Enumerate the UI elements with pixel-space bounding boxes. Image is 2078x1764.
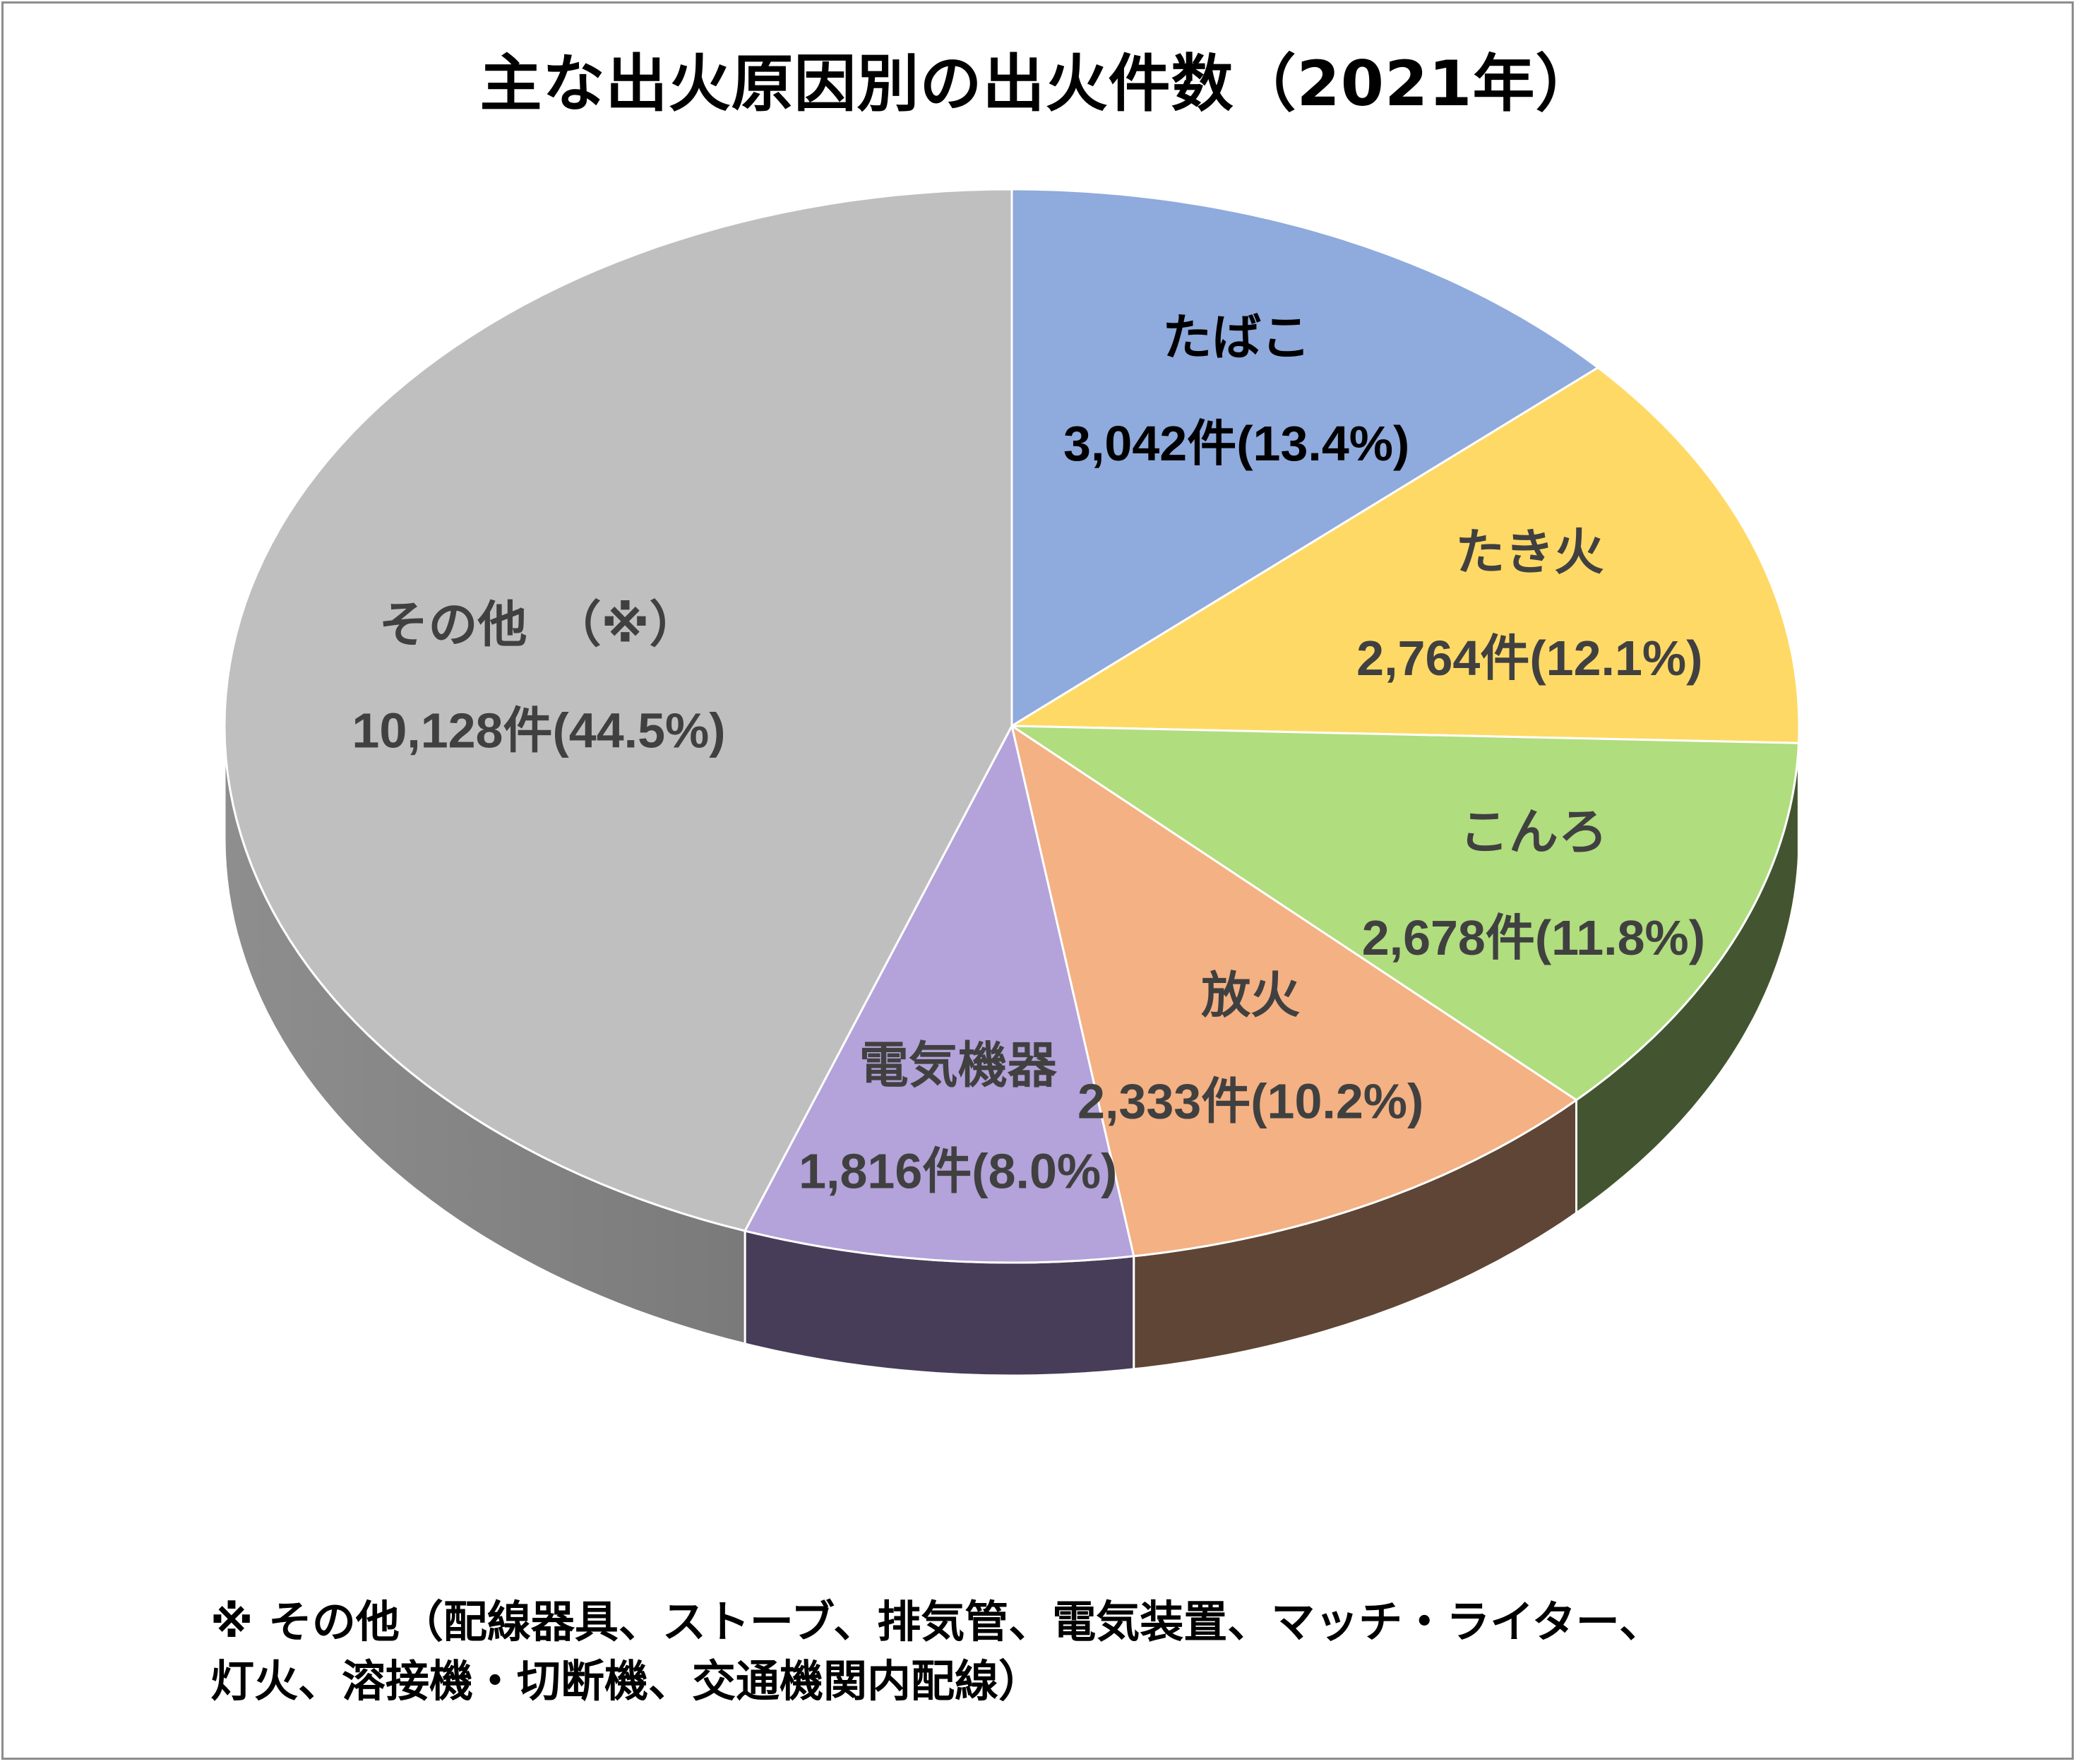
pie-slice-5[interactable] <box>743 722 1135 1264</box>
value-other: 10,128件(44.5%) <box>352 703 725 758</box>
value-electrical: 1,816件(8.0%) <box>799 1144 1117 1199</box>
pie-labels: たばこ 3,042件(13.4%) たき火 2,764件(12.1%) こんろ 2,678… <box>352 309 1705 1199</box>
label-arson: 放火 <box>1201 967 1300 1025</box>
footnote-line-2: 灯火、溶接機・切断機、交通機関内配線） <box>210 1655 1043 1707</box>
value-bonfire: 2,764件(12.1%) <box>1356 631 1702 686</box>
label-electrical: 電気機器 <box>859 1037 1058 1095</box>
value-stove: 2,678件(11.8%) <box>1362 910 1705 965</box>
pie-slice-3[interactable] <box>1008 725 1800 1102</box>
chart-title: 主な出火原因別の出火件数（2021年） <box>479 47 1599 120</box>
footnote-line-1: ※ その他（配線器具、ストーブ、排気管、電気装置、マッチ・ライター、 <box>210 1596 1664 1647</box>
value-tobacco: 3,042件(13.4%) <box>1063 416 1409 471</box>
pie-slice-1[interactable] <box>1010 188 1600 728</box>
label-bonfire: たき火 <box>1455 523 1604 581</box>
footnote: ※ その他（配線器具、ストーブ、排気管、電気装置、マッチ・ライター、 灯火、溶接… <box>210 1592 2018 1711</box>
label-stove: こんろ <box>1459 803 1608 861</box>
pie-sides <box>223 725 1801 1377</box>
value-arson: 2,333件(10.2%) <box>1077 1074 1423 1129</box>
pie-slice-2[interactable] <box>1008 366 1801 744</box>
pie-slice-4[interactable] <box>1010 723 1579 1258</box>
label-tobacco: たばこ <box>1162 309 1310 366</box>
label-other: その他 （※） <box>378 595 698 653</box>
pie-slice-6[interactable] <box>223 188 1013 1232</box>
pie-slices <box>223 188 1801 1264</box>
